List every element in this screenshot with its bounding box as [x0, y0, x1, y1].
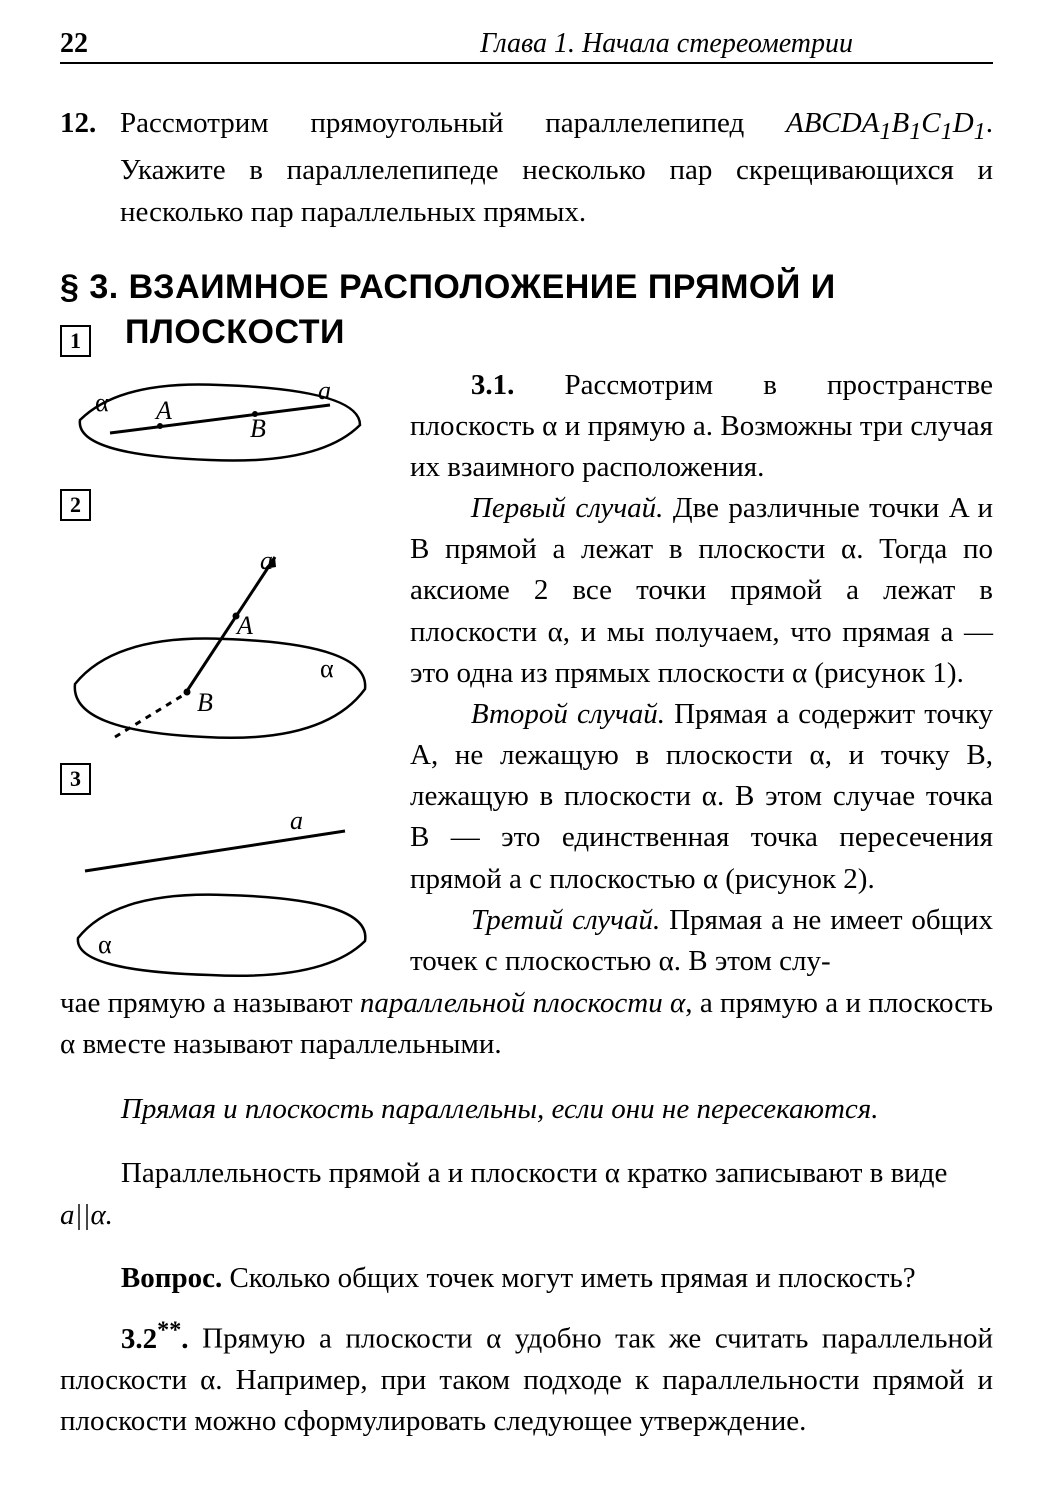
label-a: a [318, 376, 331, 405]
question-lead: Вопрос. [121, 1262, 222, 1294]
figure-3-svg: a α [60, 813, 380, 983]
figure-text-block: α A B a 2 a A B [60, 365, 993, 983]
para-lead-32: 3.2**. [121, 1323, 189, 1355]
exercise-12: 12. Рассмотрим прямоугольный параллелепи… [60, 102, 993, 233]
section-heading: § 3. ВЗАИМНОЕ РАСПОЛОЖЕНИЕ ПРЯМОЙ И 1 ПЛ… [60, 267, 993, 357]
definition-callout: Прямая и плоскость параллельны, если они… [121, 1089, 993, 1130]
body-text-column: 3.1. Рассмотрим в пространстве плоскость… [410, 365, 993, 983]
case-lead: Второй случай. [471, 698, 665, 730]
formula: ABCDA1B1C1D1 [786, 107, 986, 139]
figure-ref-box-2: 2 [60, 489, 91, 521]
notation: a||α. [60, 1199, 113, 1231]
label-a: a [290, 813, 303, 835]
label-alpha: α [320, 654, 334, 683]
italic-term: параллельной плоскости α [360, 987, 685, 1019]
label-B: B [250, 414, 266, 443]
chapter-title: Глава 1. Начала стереометрии [480, 28, 993, 60]
section-title-line2: ПЛОСКОСТИ [115, 312, 345, 353]
figure-3: a α [60, 813, 390, 983]
figure-ref-box-3: 3 [60, 763, 91, 795]
text-frag: Параллельность прямой a и плоскости α кр… [121, 1157, 948, 1189]
label-a: a [260, 546, 273, 575]
figure-1-svg: α A B a [60, 365, 380, 475]
exercise-number: 12. [60, 102, 120, 233]
label-B: B [197, 688, 213, 717]
label-alpha: α [95, 388, 109, 417]
running-head: 22 Глава 1. Начала стереометрии [60, 28, 993, 64]
exercise-text: Рассмотрим прямоугольный параллелепипед … [120, 102, 993, 233]
figure-1: α A B a [60, 365, 390, 475]
case-lead: Третий случай. [471, 904, 660, 936]
figure-2-svg: a A B α [60, 539, 380, 749]
label-A: A [235, 611, 253, 640]
figures-column: α A B a 2 a A B [60, 365, 390, 983]
question-text: Сколько общих точек могут иметь прямая и… [222, 1262, 915, 1294]
para-lead: 3.1. [471, 369, 515, 401]
para-text: Прямую a плоскости α удобно так же счита… [60, 1323, 993, 1437]
section-title-line1: § 3. ВЗАИМНОЕ РАСПОЛОЖЕНИЕ ПРЯМОЙ И [60, 267, 993, 308]
label-alpha: α [98, 930, 112, 959]
text-after-figures: чае прямую a называют параллельной плоск… [60, 983, 993, 1443]
case-lead: Первый случай. [471, 492, 664, 524]
label-A: A [154, 396, 172, 425]
figure-ref-box-1: 1 [60, 325, 91, 357]
page: 22 Глава 1. Начала стереометрии 12. Расс… [0, 0, 1053, 1500]
text-frag: Рассмотрим прямоугольный параллелепипед [120, 107, 786, 139]
figure-2: a A B α [60, 539, 390, 749]
text-frag: чае прямую a называют [60, 987, 360, 1019]
page-number: 22 [60, 28, 88, 60]
